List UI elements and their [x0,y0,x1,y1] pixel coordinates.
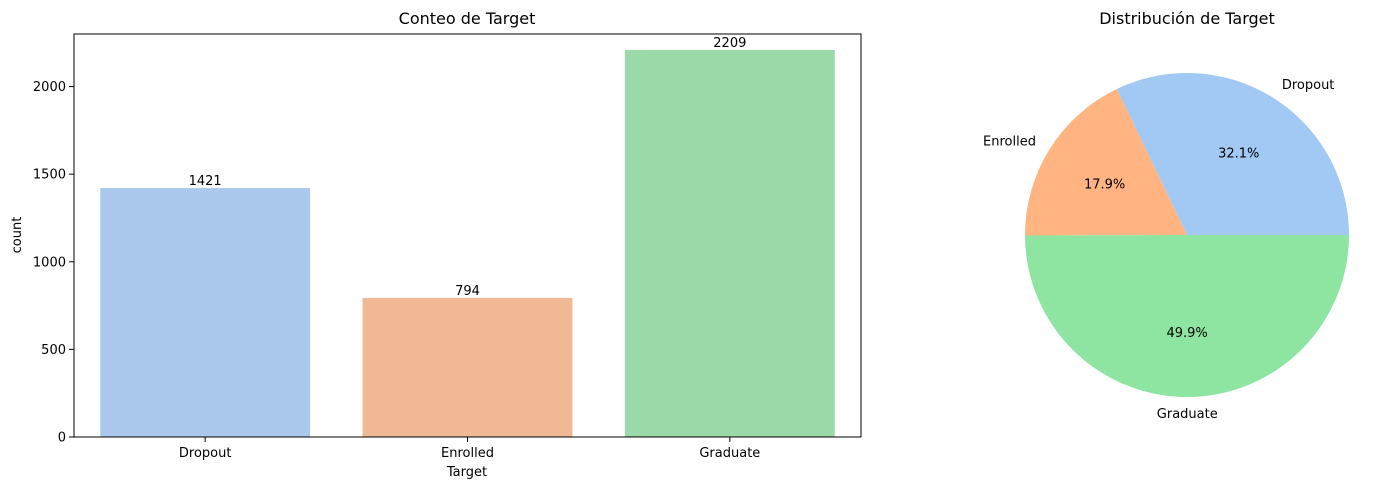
bar-value-label: 2209 [713,36,746,51]
y-tick-label: 0 [58,431,66,446]
plot-frame [73,33,862,438]
bar-value-label: 794 [455,284,480,299]
bar-chart: Conteo de Target 1421 794 2209 0 500 1000 150… [10,9,862,480]
pie-slice-graduate [1025,235,1349,398]
x-tick-label: Enrolled [441,446,494,461]
x-axis-label: Target [446,465,487,480]
pie-pct-label: 49.9% [1166,326,1207,341]
pie-pct-label: 17.9% [1084,177,1125,192]
pie-chart: Distribución de Target 32.1% Dropout 17.9%… [983,9,1349,422]
y-tick-label: 1000 [33,255,66,270]
bar-marks: 1421 794 2209 [100,36,835,437]
pie-pct-label: 32.1% [1218,147,1259,162]
bar-chart-title: Conteo de Target [399,9,536,28]
pie-chart-title: Distribución de Target [1099,9,1275,28]
bar-dropout [100,188,311,437]
x-tick-label: Dropout [179,446,232,461]
bar-enrolled [362,297,573,437]
bar-value-label: 1421 [189,174,222,189]
pie-marks: 32.1% Dropout 17.9% Enrolled 49.9% Graduate [983,72,1349,422]
y-axis: 0 500 1000 1500 2000 [33,80,74,446]
pie-slice-enrolled [1025,88,1187,236]
y-tick-label: 2000 [33,80,66,95]
pie-category-label: Dropout [1282,78,1335,93]
y-axis-label: count [10,217,25,254]
y-tick-label: 1500 [33,168,66,183]
x-axis: Dropout Enrolled Graduate [179,437,760,461]
x-tick-label: Graduate [699,446,760,461]
pie-slice-dropout [1116,72,1349,235]
pie-category-label: Enrolled [983,134,1036,149]
bar-graduate [624,49,835,437]
pie-category-label: Graduate [1157,407,1218,422]
y-tick-label: 500 [41,343,66,358]
